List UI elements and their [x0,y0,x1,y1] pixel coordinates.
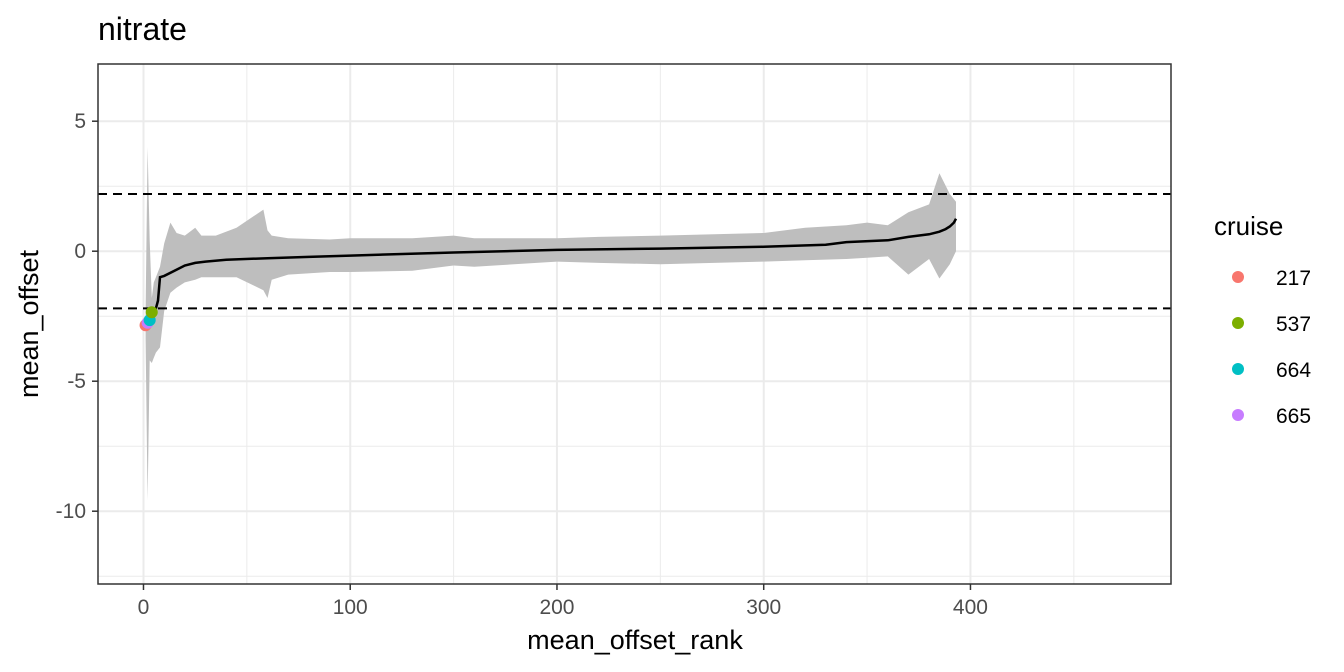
legend-label-537: 537 [1276,313,1311,336]
error-ribbon [145,147,957,501]
y-tick-label: 0 [74,240,86,263]
legend-label-217: 217 [1276,267,1311,290]
y-tick-label: -5 [67,370,86,393]
legend-key-217 [1232,271,1244,283]
legend-label-665: 665 [1276,405,1311,428]
x-axis-title: mean_offset_rank [527,625,743,655]
legend-title: cruise [1214,211,1283,241]
y-tick-label: -10 [56,500,86,523]
x-tick-label: 400 [953,596,988,619]
x-tick-label: 100 [333,596,368,619]
y-tick-label: 5 [74,110,86,133]
legend-key-664 [1232,363,1244,375]
y-axis-title: mean_offset [14,249,44,398]
mean-offset-line [144,218,958,325]
x-tick-label: 300 [746,596,781,619]
legend-key-537 [1232,317,1244,329]
panel-border [97,63,1172,585]
legend-label-664: 664 [1276,359,1311,382]
legend-key-665 [1232,409,1244,421]
chart-title: nitrate [98,11,187,47]
data-point-537 [145,306,158,319]
x-tick-label: 0 [138,596,150,619]
x-tick-label: 200 [539,596,574,619]
legend: 217 537 664 665 [1232,267,1311,428]
plot-panel: 0 100 200 300 400 5 0 -5 -10 [56,63,1172,619]
